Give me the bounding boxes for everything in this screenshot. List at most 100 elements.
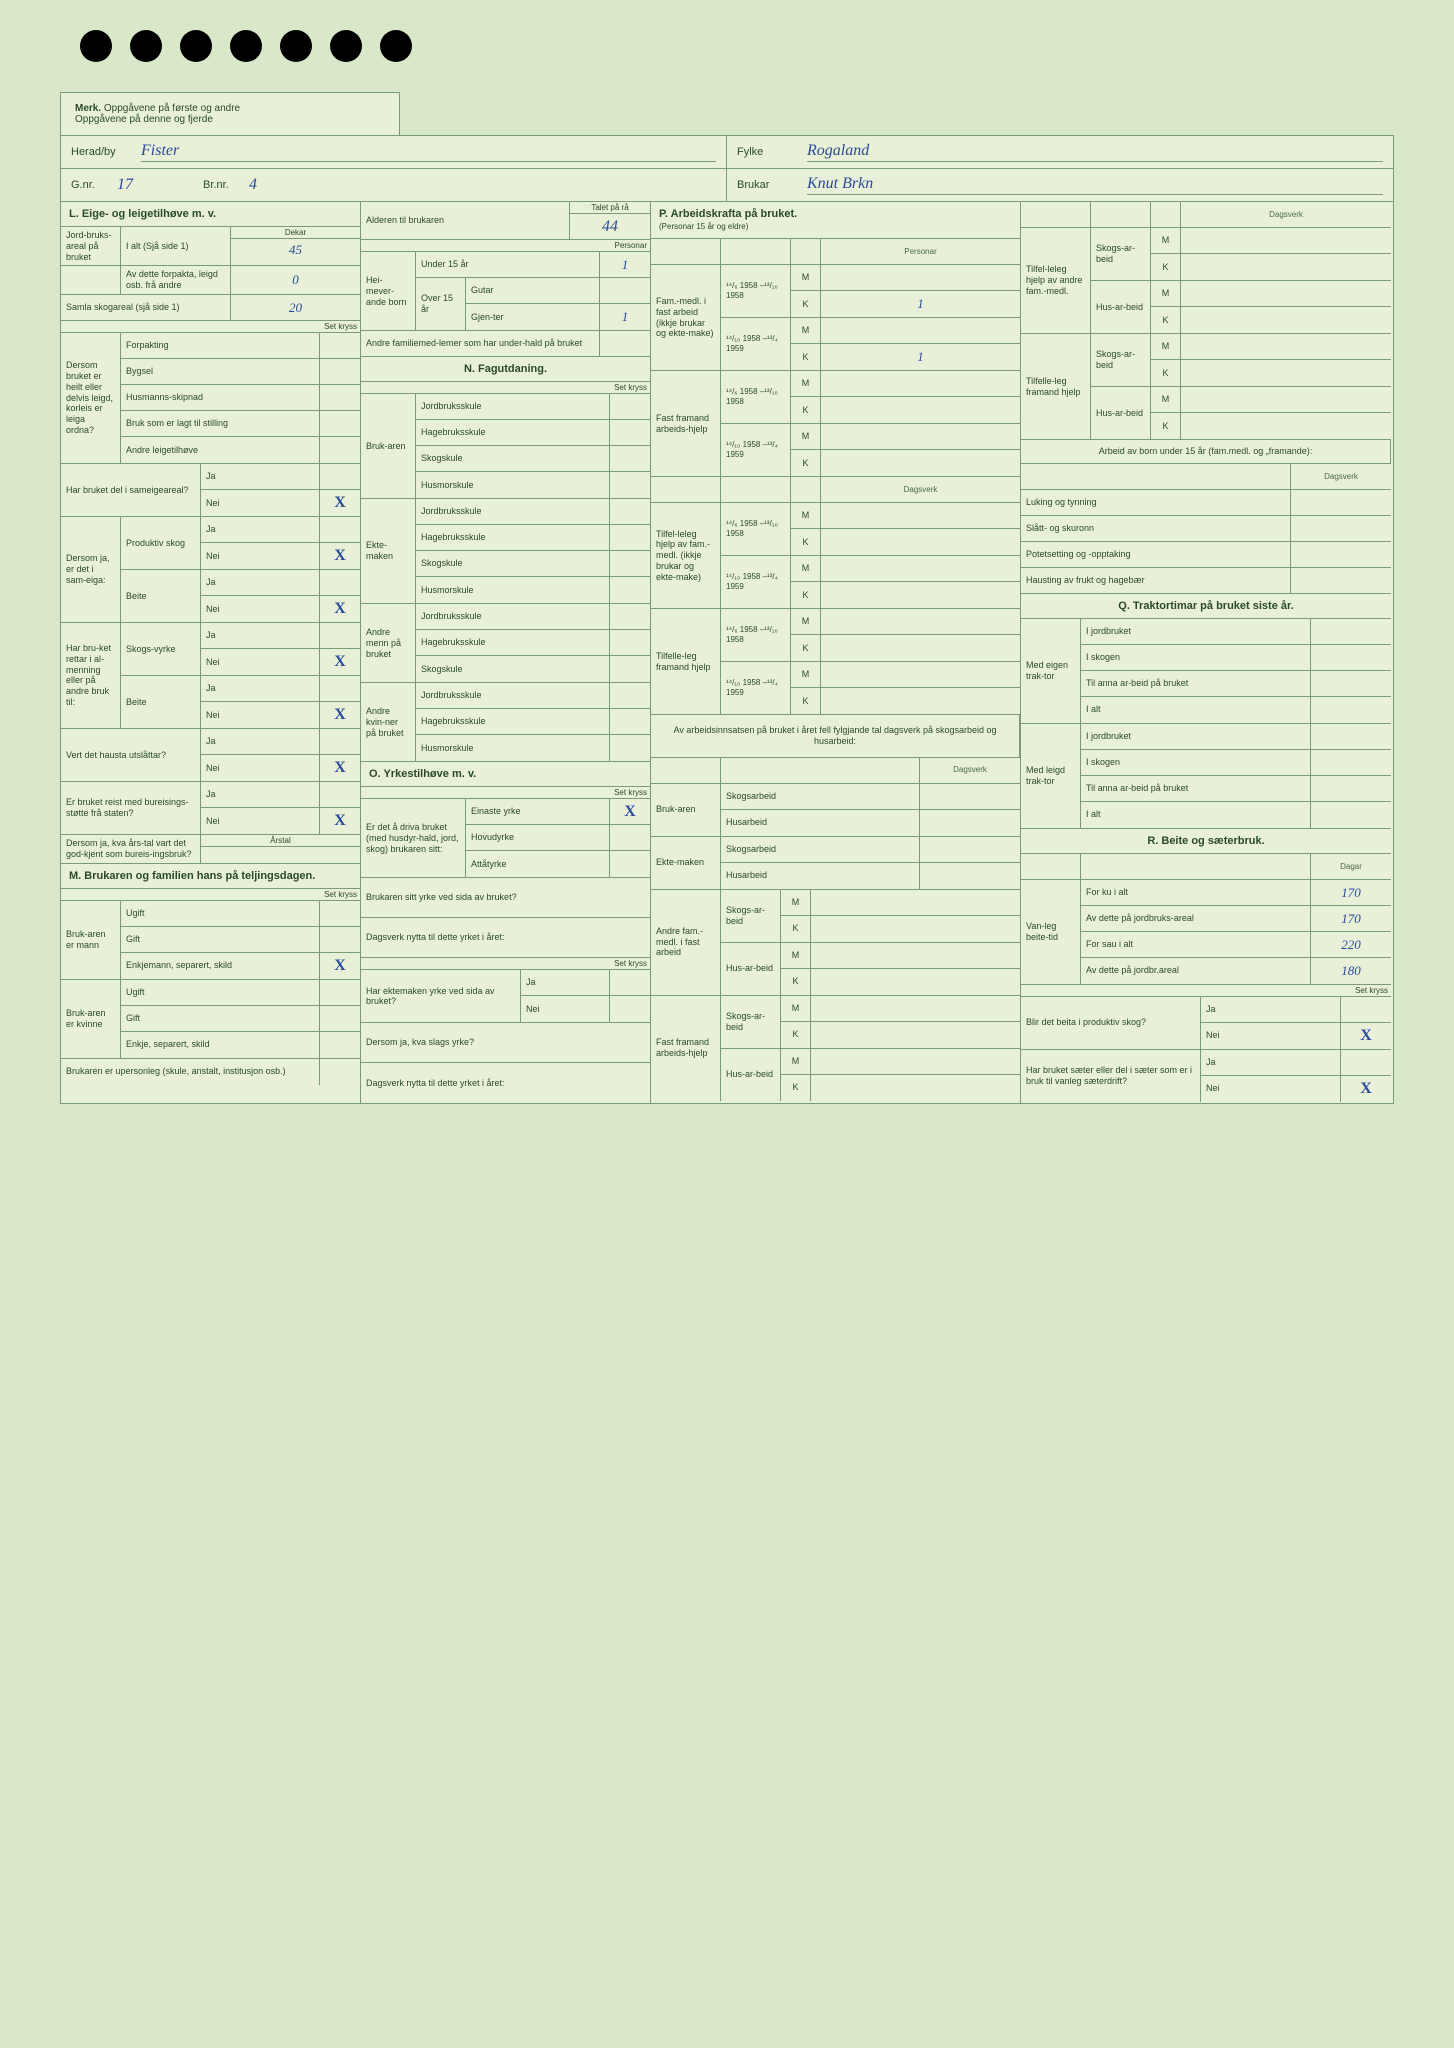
R-title: R. Beite og sæterbruk. [1021,829,1391,854]
hovud: Hovudyrke [466,825,610,850]
personar-head: Personar [361,240,650,252]
merk-note: Merk. Oppgåvene på første og andre Oppgå… [60,92,400,136]
luking: Luking og tynning [1021,490,1291,515]
brukar-label: Brukar [737,179,797,191]
beite: Beite [121,570,201,622]
ialt-val: 45 [231,239,360,261]
dersomars: Dersom ja, kva års-tal vart det god-kjen… [61,835,201,863]
P-k2: 1 [821,344,1020,370]
andrefam-label: Andre familiemed-lemer som har under-hal… [361,331,600,356]
harbruket-label: Har bru-ket rettar i al-menning eller på… [61,623,121,728]
avdette-label: Av dette forpakta, leigd osb. frå andre [121,266,231,294]
blir: Blir det beita i produktiv skog? [1021,997,1201,1049]
dersomja-label: Dersom ja, er det i sam-eiga: [61,517,121,622]
brnr-value: 4 [249,176,257,194]
sameige-nei: Nei [201,490,320,516]
R-setk: Set kryss [1021,985,1391,997]
harsaeter: Har bruket sæter eller del i sæter som e… [1021,1050,1201,1102]
gnr-value: 17 [117,176,197,194]
forp: Forpakting [121,333,320,358]
erbruket-nei-x: X [320,808,360,834]
M-title: M. Brukaren og familien hans på teljings… [61,864,360,889]
forsau-val: 220 [1311,932,1391,957]
avdette-val: 0 [231,266,360,294]
avdette-ku: Av dette på jordbruks-areal [1081,906,1311,931]
kv-gift: Gift [121,1006,320,1031]
husm: Husmanns-skipnad [121,385,320,410]
vanleg: Van-leg beite-tid [1021,880,1081,984]
slatt: Slått- og skuronn [1021,516,1291,541]
skogsv: Skogs-vyrke [121,623,201,675]
haust: Hausting av frukt og hagebær [1021,568,1291,593]
tilfframh-r: Tilfelle-leg framand hjelp [1021,334,1091,439]
beite2: Beite [121,676,201,728]
fammedl: Fam.-medl. i fast arbeid (ikkje brukar o… [651,265,721,370]
u15-val: 1 [600,252,650,277]
brukaren-label: Bruk-aren [361,394,416,498]
sameige-ja: Ja [201,464,320,489]
fastfram: Fast framand arbeids-hjelp [651,371,721,476]
brukar-value: Knut Brkn [807,175,1383,195]
beite2-nei-x: X [320,702,360,728]
mann-ugift: Ugift [121,901,320,926]
avarb: Av arbeidsinnsatsen på bruket i året fel… [651,715,1020,758]
col-R: Dagsverk Tilfel-leleg hjelp av andre fam… [1021,202,1391,1103]
harekt: Har ektemaken yrke ved sida av bruket? [361,970,521,1022]
medeigen: Med eigen trak-tor [1021,619,1081,723]
o15: Over 15 år [416,278,466,330]
alder-val: 44 [570,214,650,239]
alder-label: Alderen til brukaren [361,202,570,239]
arbborn: Arbeid av born under 15 år (fam.medl. og… [1021,440,1391,464]
dersom-label: Dersom bruket er heilt eller delvis leig… [61,333,121,463]
samla-label: Samla skogareal (sjå side 1) [61,295,231,320]
M-setk: Set kryss [61,889,360,901]
punch-holes [80,30,1394,62]
kv-ugift: Ugift [121,980,320,1005]
andrel: Andre leigetilhøve [121,437,320,463]
header-row-2: G.nr. 17 Br.nr. 4 Brukar Knut Brkn [61,169,1393,202]
fylke-value: Rogaland [807,142,1383,162]
O-title: O. Yrkestilhøve m. v. [361,762,650,787]
potet: Potetsetting og -opptaking [1021,542,1291,567]
Q-title: Q. Traktortimar på bruket siste år. [1021,594,1391,619]
avdette-ku-val: 170 [1311,906,1391,931]
andremenn-label: Andre menn på bruket [361,604,416,682]
mann-label: Bruk-aren er mann [61,901,121,979]
mann-enkj-x: X [320,953,360,979]
gjenter-val: 1 [600,304,650,330]
forku-val: 170 [1311,880,1391,905]
heim-label: Hei-mever-ande born [361,252,416,330]
P-personar: Personar [821,239,1020,264]
ektemaken-label: Ekte-maken [361,499,416,603]
brnr-label: Br.nr. [203,179,243,191]
mann-enkj: Enkjemann, separert, skild [121,953,320,979]
einaste: Einaste yrke [466,799,610,824]
gutar: Gutar [466,278,600,303]
skogsv-nei-x: X [320,649,360,675]
dagsverk2: Dagsverk nytta til dette yrket i året: [361,1063,650,1103]
forku: For ku i alt [1081,880,1311,905]
col-L: L. Eige- og leigetilhøve m. v. Jord-bruk… [61,202,361,1103]
N-title: N. Fagutdaning. [361,357,650,382]
einaste-x: X [610,799,650,824]
fylke-label: Fylke [737,146,797,158]
dagar-head: Dagar [1311,854,1391,879]
jord-label: Jord-bruks-areal på bruket [61,227,121,265]
sameige-nei-x: X [320,490,360,516]
avdette-sau-val: 180 [1311,958,1391,984]
avdette-sau: Av dette på jordbr.areal [1081,958,1311,984]
L-title: L. Eige- og leigetilhøve m. v. [61,202,360,227]
upers: Brukaren er upersonleg (skule, anstalt, … [61,1059,320,1085]
N-setk: Set kryss [361,382,650,394]
dersomja-O: Dersom ja, kva slags yrke? [361,1023,650,1062]
prodskog-nei-x: X [320,543,360,569]
kv-enkje: Enkje, separert, skild [121,1032,320,1058]
blir-nei-x: X [1341,1023,1391,1049]
vert-nei-x: X [320,755,360,781]
herad-value: Fister [141,142,716,162]
setk-1: Set kryss [61,321,360,333]
gnr-label: G.nr. [71,179,111,191]
erdet-label: Er det å driva bruket (med husdyr-hald, … [361,799,466,877]
dekar-head: Dekar [231,227,360,239]
saeter-nei-x: X [1341,1076,1391,1102]
